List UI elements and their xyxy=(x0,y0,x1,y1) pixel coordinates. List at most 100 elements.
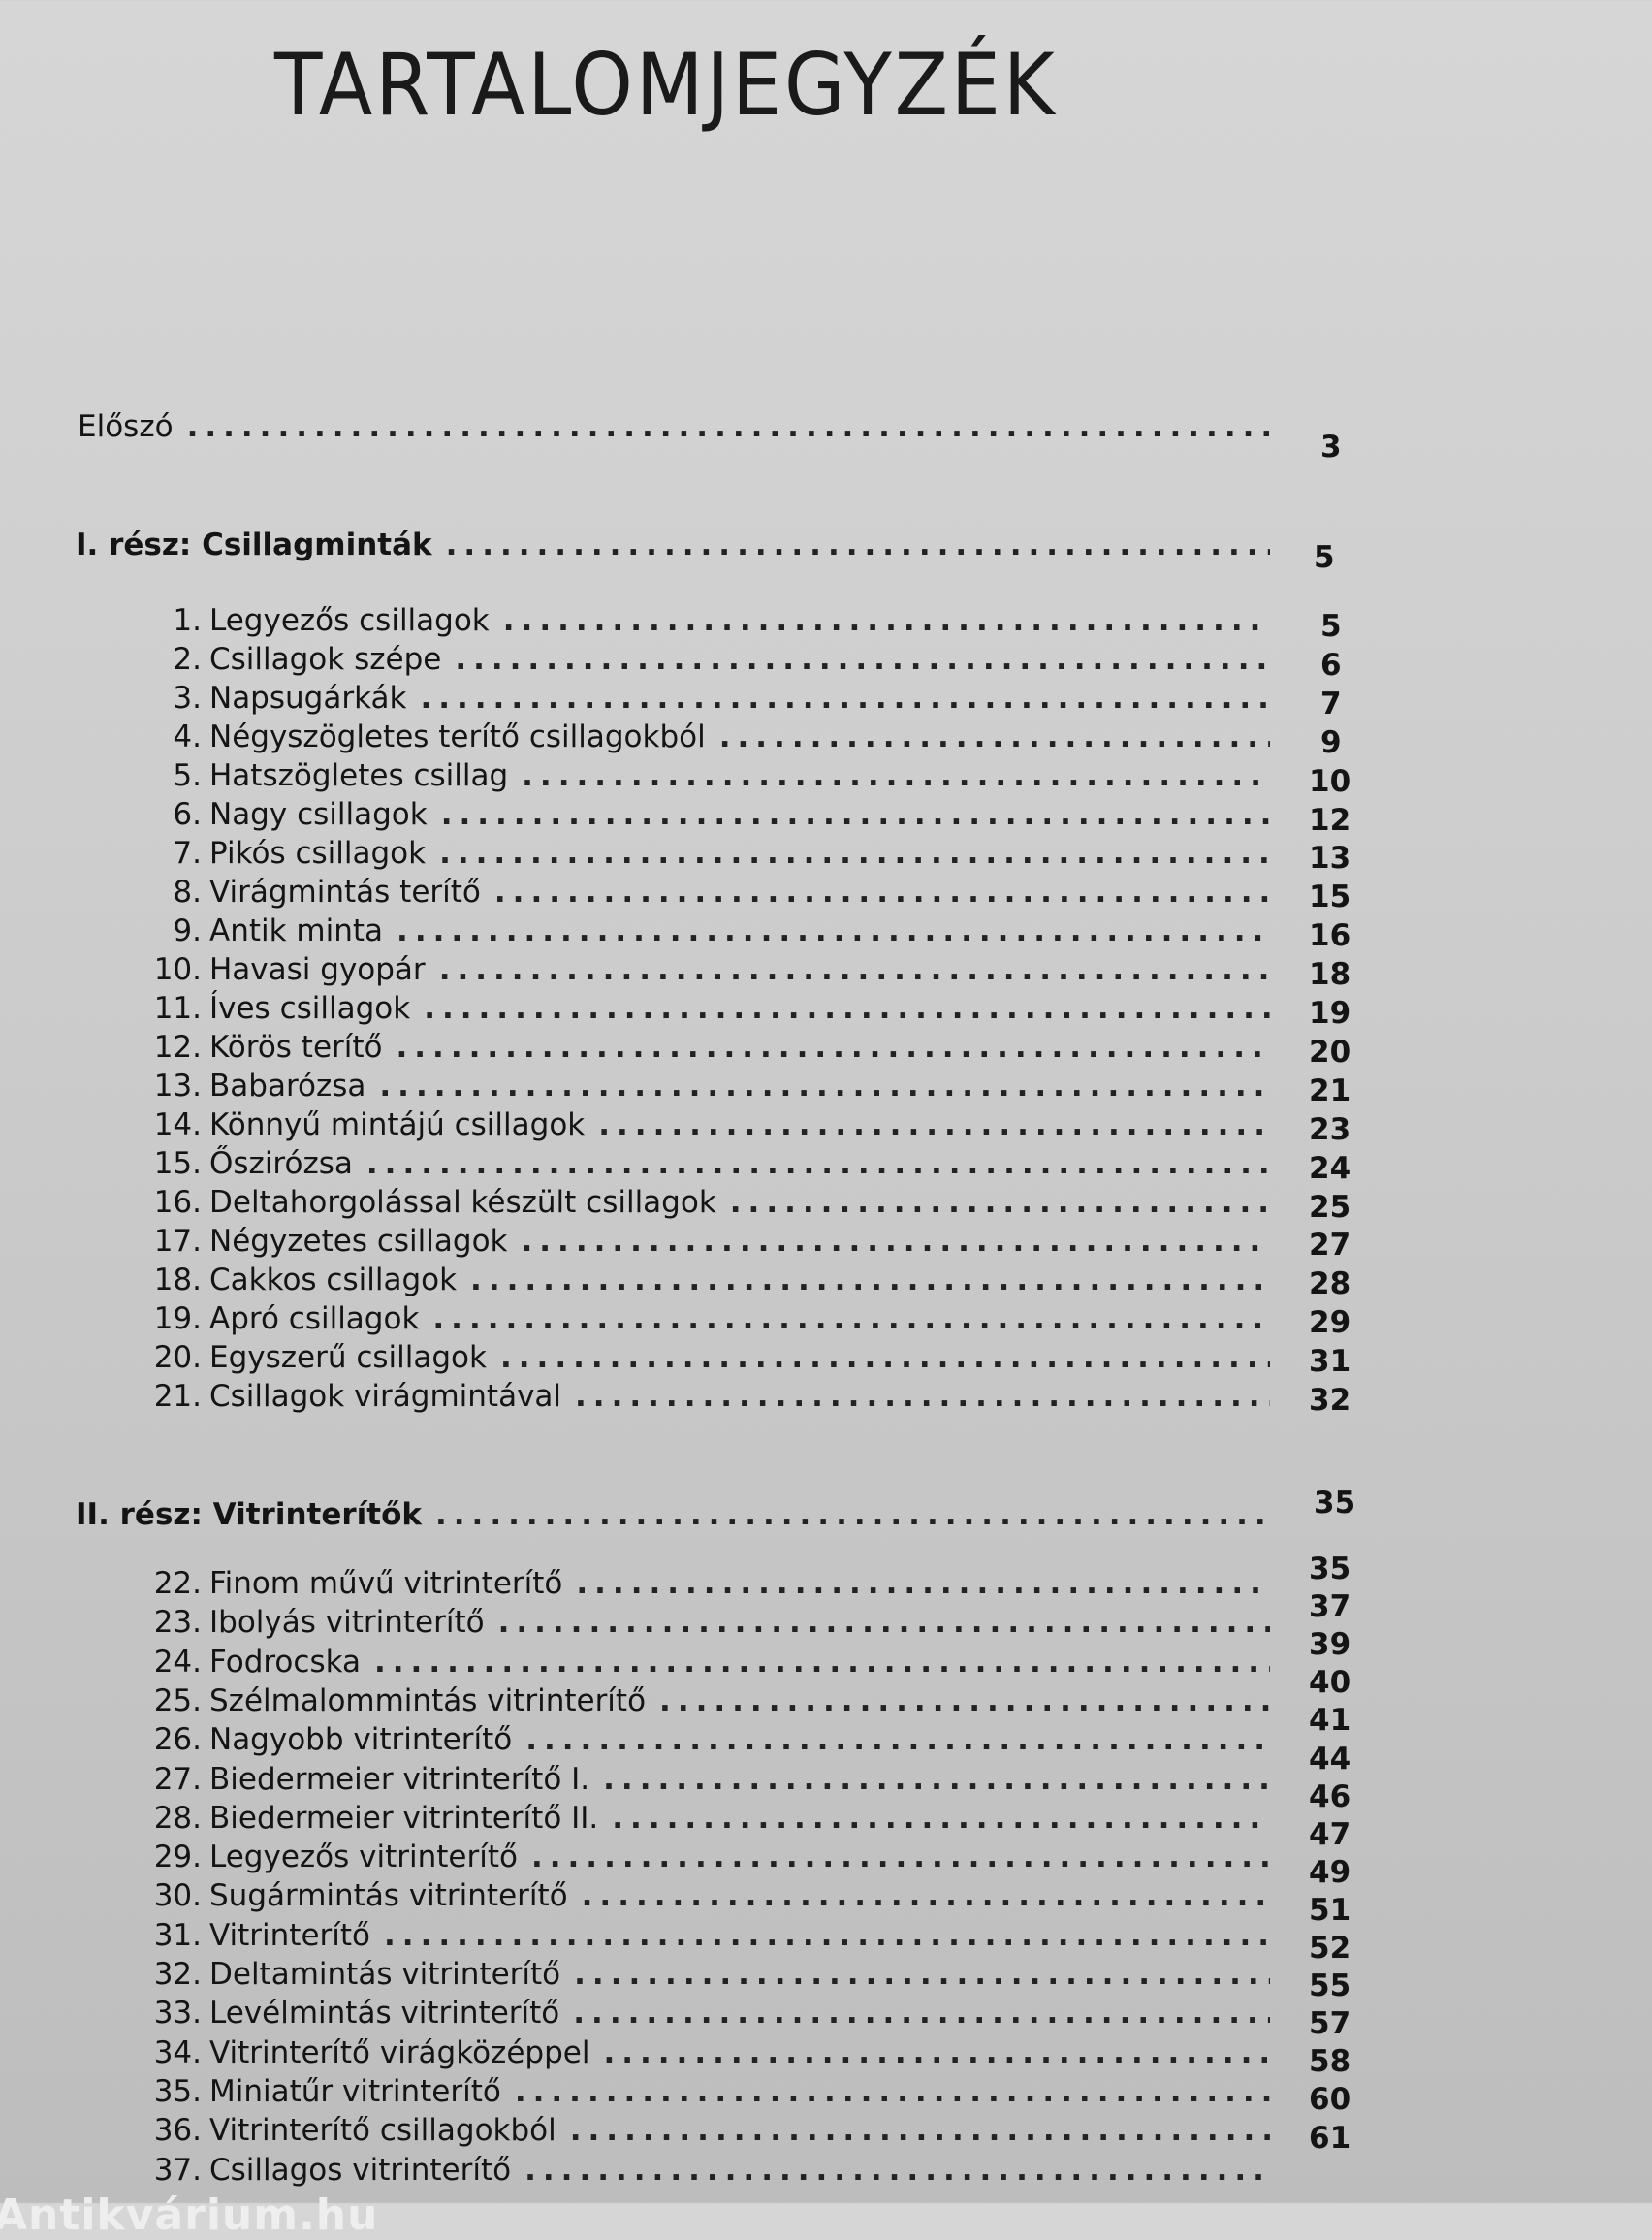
dot-leader xyxy=(659,1681,1270,1720)
entry-page: 32 xyxy=(1309,1383,1351,1418)
entry-page: 29 xyxy=(1309,1305,1351,1341)
toc-entry-preface: Előszó xyxy=(78,407,1270,446)
dot-leader xyxy=(432,1299,1270,1338)
toc-entry: 1. Legyezős csillagok xyxy=(78,601,1270,640)
entry-number: 14. xyxy=(153,1107,202,1142)
dot-leader xyxy=(420,679,1270,718)
part-page: 35 xyxy=(1314,1486,1356,1520)
entry-page: 52 xyxy=(1309,1931,1351,1966)
entry-label: Biedermeier vitrinterítő II. xyxy=(209,1800,599,1836)
entry-number: 28. xyxy=(153,1800,202,1836)
entry-number: 19. xyxy=(153,1301,202,1336)
entry-page: 12 xyxy=(1309,802,1351,838)
entry-label: Deltamintás vitrinterítő xyxy=(209,1957,561,1992)
entry-label: Vitrinterítő csillagokból xyxy=(209,2113,556,2149)
dot-leader xyxy=(446,526,1270,564)
toc-entry: 37. Csillagos vitrinterítő xyxy=(78,2151,1270,2190)
entry-page: 7 xyxy=(1320,686,1342,721)
entry-number: 33. xyxy=(153,1996,202,2032)
toc-entry: 11. Íves csillagok xyxy=(78,989,1270,1028)
entry-number: 6. xyxy=(173,797,202,832)
entry-number: 16. xyxy=(153,1185,202,1220)
entry-label: Antik minta xyxy=(209,913,384,948)
dot-leader xyxy=(503,601,1270,640)
toc-entry: 9. Antik minta xyxy=(78,912,1270,950)
entry-number: 11. xyxy=(153,991,202,1026)
entry-page: 28 xyxy=(1309,1266,1351,1302)
entry-label: Hatszögletes csillag xyxy=(209,758,509,793)
toc-entry: 14. Könnyű mintájú csillagok xyxy=(78,1105,1270,1144)
toc-entry: 12. Körös terítő xyxy=(78,1028,1270,1067)
entry-number: 32. xyxy=(153,1957,202,1992)
entry-number: 7. xyxy=(173,836,202,871)
part-label: II. rész: Vitrinterítők xyxy=(76,1497,422,1532)
dot-leader xyxy=(366,1144,1270,1183)
toc-entry: 28. Biedermeier vitrinterítő II. xyxy=(78,1799,1270,1838)
toc-entry: 26. Nagyobb vitrinterítő xyxy=(78,1720,1270,1759)
entry-label: Virágmintás terítő xyxy=(209,875,481,910)
entry-number: 31. xyxy=(153,1917,202,1953)
entry-page: 16 xyxy=(1309,918,1351,954)
entry-number: 29. xyxy=(153,1840,202,1875)
dot-leader xyxy=(575,1377,1270,1416)
toc-entry: 25. Szélmalommintás vitrinterítő xyxy=(78,1681,1270,1720)
entry-label: Csillagok szépe xyxy=(209,642,442,677)
toc-entry: 4. Négyszögletes terítő csillagokból xyxy=(78,718,1270,756)
entry-page: 19 xyxy=(1309,996,1351,1031)
entry-page: 41 xyxy=(1309,1703,1351,1739)
entry-number: 1. xyxy=(173,603,202,638)
entry-page: 40 xyxy=(1309,1665,1351,1701)
dot-leader xyxy=(522,1222,1271,1261)
dot-leader xyxy=(515,2072,1270,2111)
entry-page: 31 xyxy=(1309,1344,1351,1380)
dot-leader xyxy=(397,912,1270,950)
dot-leader xyxy=(603,1760,1270,1799)
entry-page: 47 xyxy=(1309,1816,1351,1852)
dot-leader xyxy=(435,1495,1270,1534)
toc-entry: 7. Pikós csillagok xyxy=(78,834,1270,873)
entry-label: Nagy csillagok xyxy=(209,797,428,832)
toc-entry: 8. Virágmintás terítő xyxy=(78,873,1270,912)
entry-number: 13. xyxy=(153,1069,202,1104)
entry-number: 10. xyxy=(153,952,202,987)
entry-number: 15. xyxy=(153,1146,202,1181)
entry-label: Havasi gyopár xyxy=(209,952,426,987)
entry-label: Csillagok virágmintával xyxy=(209,1379,562,1414)
part-heading: I. rész: Csillagminták xyxy=(76,526,1270,564)
entry-page: 9 xyxy=(1320,724,1342,760)
dot-leader xyxy=(439,950,1270,989)
toc-entry: 21. Csillagok virágmintával xyxy=(78,1377,1270,1416)
toc-entry: 16. Deltahorgolással készült csillagok xyxy=(78,1183,1270,1222)
dot-leader xyxy=(574,1955,1270,1994)
entry-label: Nagyobb vitrinterítő xyxy=(209,1722,513,1758)
dot-leader xyxy=(612,1799,1270,1838)
entry-label: Ibolyás vitrinterítő xyxy=(209,1605,485,1641)
entry-number: 22. xyxy=(153,1566,202,1601)
entry-number: 2. xyxy=(173,642,202,677)
dot-leader xyxy=(384,1916,1270,1955)
entry-label: Szélmalommintás vitrinterítő xyxy=(209,1682,647,1718)
entry-page: 51 xyxy=(1309,1892,1351,1928)
entry-number: 23. xyxy=(153,1605,202,1641)
dot-leader xyxy=(500,1338,1270,1377)
entry-page: 15 xyxy=(1309,880,1351,915)
entry-page: 61 xyxy=(1309,2120,1351,2156)
entry-label: Cakkos csillagok xyxy=(209,1263,458,1297)
dot-leader xyxy=(374,1643,1270,1681)
toc-entry: 13. Babarózsa xyxy=(78,1067,1270,1105)
entry-page: 3 xyxy=(1320,430,1342,464)
toc-entry: 17. Négyzetes csillagok xyxy=(78,1222,1270,1261)
entry-number: 24. xyxy=(153,1644,202,1680)
toc-entry: 32. Deltamintás vitrinterítő xyxy=(78,1955,1270,1994)
dot-leader xyxy=(441,795,1270,834)
entry-label: Miniatűr vitrinterítő xyxy=(209,2073,501,2109)
dot-leader xyxy=(576,1564,1270,1603)
entry-label: Babarózsa xyxy=(209,1069,366,1104)
dot-leader xyxy=(379,1067,1270,1105)
toc-entry: 29. Legyezős vitrinterítő xyxy=(78,1838,1270,1876)
dot-leader xyxy=(424,989,1270,1028)
entry-number: 34. xyxy=(153,2034,202,2070)
dot-leader xyxy=(730,1183,1270,1222)
entry-page: 60 xyxy=(1309,2082,1351,2118)
entry-page: 57 xyxy=(1309,2006,1351,2042)
